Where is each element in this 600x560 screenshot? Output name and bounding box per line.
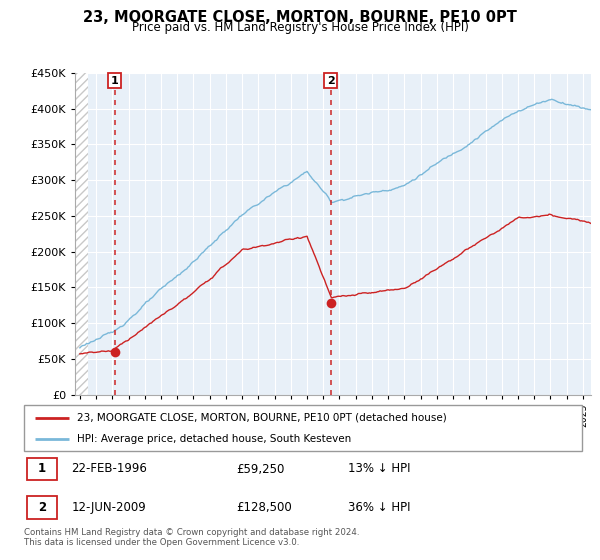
Text: HPI: Average price, detached house, South Kesteven: HPI: Average price, detached house, Sout… (77, 435, 351, 444)
Text: 2: 2 (326, 76, 334, 86)
Text: 1: 1 (111, 76, 118, 86)
Text: £59,250: £59,250 (236, 463, 284, 475)
Text: 12-JUN-2009: 12-JUN-2009 (71, 501, 146, 514)
Bar (75, 73, 88, 395)
Text: 23, MOORGATE CLOSE, MORTON, BOURNE, PE10 0PT: 23, MOORGATE CLOSE, MORTON, BOURNE, PE10… (83, 10, 517, 25)
Bar (27, 496, 58, 519)
Text: 2: 2 (38, 501, 46, 514)
Text: Contains HM Land Registry data © Crown copyright and database right 2024.
This d: Contains HM Land Registry data © Crown c… (24, 528, 359, 547)
Text: 1: 1 (38, 463, 46, 475)
Text: 22-FEB-1996: 22-FEB-1996 (71, 463, 148, 475)
Text: 13% ↓ HPI: 13% ↓ HPI (347, 463, 410, 475)
Text: 23, MOORGATE CLOSE, MORTON, BOURNE, PE10 0PT (detached house): 23, MOORGATE CLOSE, MORTON, BOURNE, PE10… (77, 413, 447, 423)
Bar (27, 458, 58, 480)
Text: £128,500: £128,500 (236, 501, 292, 514)
Text: Price paid vs. HM Land Registry's House Price Index (HPI): Price paid vs. HM Land Registry's House … (131, 21, 469, 34)
Text: 36% ↓ HPI: 36% ↓ HPI (347, 501, 410, 514)
